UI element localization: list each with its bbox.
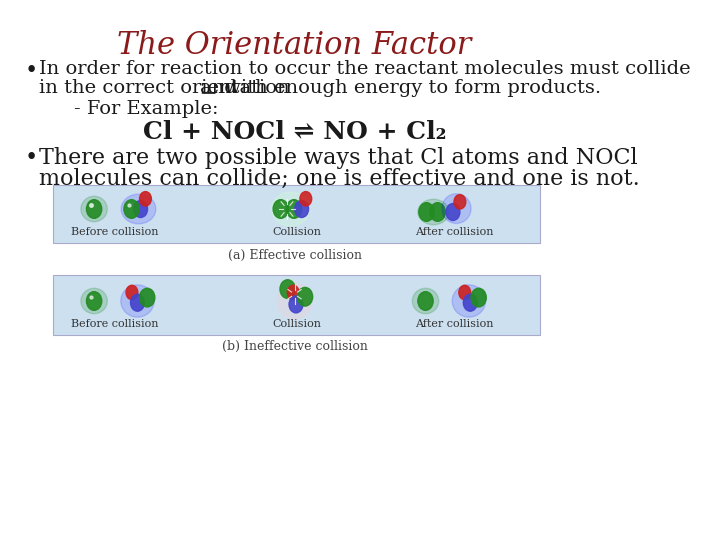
Text: •: • (24, 147, 37, 169)
Text: (b) Ineffective collision: (b) Ineffective collision (222, 340, 367, 353)
Ellipse shape (121, 285, 154, 317)
Ellipse shape (289, 296, 303, 313)
Ellipse shape (81, 196, 107, 222)
Ellipse shape (413, 288, 438, 314)
Ellipse shape (419, 202, 434, 221)
Text: with enough energy to form products.: with enough energy to form products. (217, 79, 600, 97)
FancyBboxPatch shape (53, 185, 540, 243)
Ellipse shape (287, 285, 299, 300)
Text: Before collision: Before collision (71, 319, 158, 329)
Ellipse shape (459, 285, 471, 300)
Ellipse shape (297, 287, 312, 306)
Ellipse shape (124, 200, 139, 218)
Ellipse shape (134, 200, 148, 218)
Ellipse shape (418, 292, 433, 310)
Text: Collision: Collision (273, 319, 322, 329)
Ellipse shape (287, 200, 302, 218)
Text: (a) Effective collision: (a) Effective collision (228, 249, 361, 262)
Ellipse shape (130, 294, 145, 311)
Ellipse shape (454, 194, 466, 209)
Ellipse shape (418, 199, 449, 225)
Ellipse shape (294, 200, 309, 218)
Ellipse shape (86, 292, 102, 310)
Text: •: • (24, 60, 37, 82)
Ellipse shape (273, 200, 289, 218)
Ellipse shape (464, 294, 477, 311)
Text: - For Example:: - For Example: (73, 100, 218, 118)
Text: After collision: After collision (415, 227, 493, 237)
Text: The Orientation Factor: The Orientation Factor (117, 30, 472, 61)
Ellipse shape (280, 280, 295, 299)
Text: Collision: Collision (273, 227, 322, 237)
Ellipse shape (430, 202, 445, 221)
Ellipse shape (271, 192, 310, 226)
Ellipse shape (126, 285, 138, 300)
FancyBboxPatch shape (53, 275, 540, 335)
Text: Before collision: Before collision (71, 227, 158, 237)
Text: Cl + NOCl ⇌ NO + Cl₂: Cl + NOCl ⇌ NO + Cl₂ (143, 120, 446, 144)
Ellipse shape (81, 288, 107, 314)
Ellipse shape (140, 288, 155, 307)
Text: molecules can collide; one is effective and one is not.: molecules can collide; one is effective … (40, 168, 640, 190)
Text: After collision: After collision (415, 319, 493, 329)
Ellipse shape (452, 285, 485, 317)
Ellipse shape (277, 283, 312, 319)
Ellipse shape (140, 192, 151, 206)
Ellipse shape (300, 192, 312, 206)
Text: and: and (199, 79, 236, 97)
Ellipse shape (471, 288, 486, 307)
Text: There are two possible ways that Cl atoms and NOCl: There are two possible ways that Cl atom… (40, 147, 638, 169)
Text: in the correct orientation: in the correct orientation (40, 79, 296, 97)
Text: In order for reaction to occur the reactant molecules must collide: In order for reaction to occur the react… (40, 60, 691, 78)
Ellipse shape (86, 200, 102, 218)
Ellipse shape (121, 194, 156, 224)
Ellipse shape (446, 204, 460, 220)
Ellipse shape (442, 194, 471, 224)
